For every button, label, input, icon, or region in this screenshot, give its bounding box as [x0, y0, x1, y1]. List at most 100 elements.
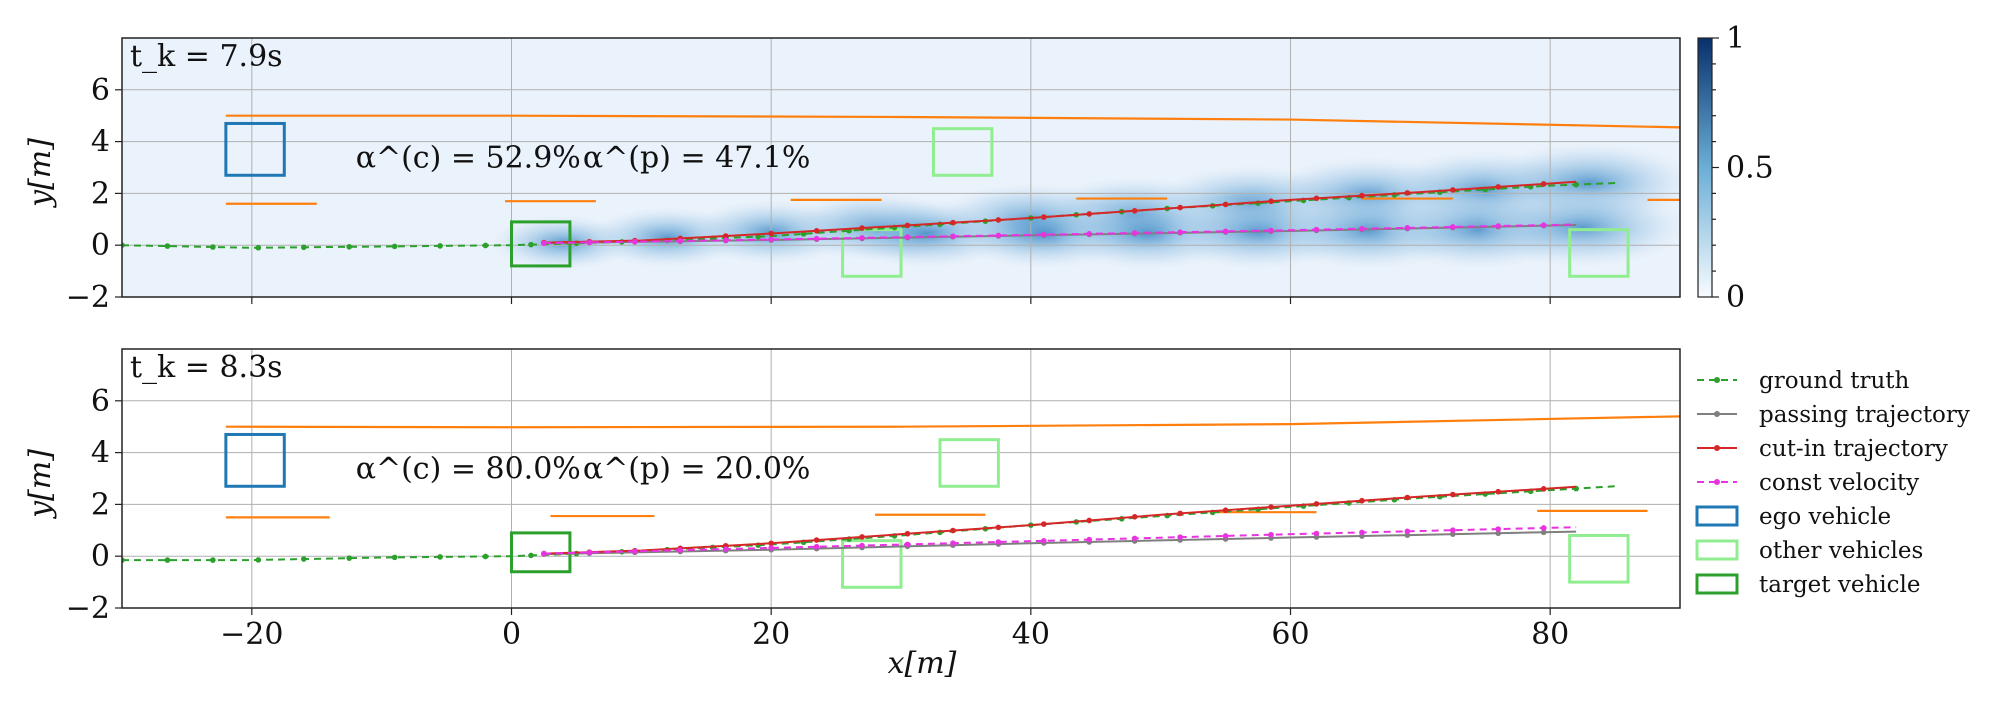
series-marker — [1359, 529, 1365, 536]
series-marker — [391, 243, 398, 250]
series-marker — [586, 549, 593, 556]
legend-item: cut-in trajectory — [1697, 436, 1948, 462]
series-marker — [1449, 531, 1456, 537]
colorbar-tick-label: 0.5 — [1726, 151, 1774, 186]
y-axis-label: y[m] — [23, 138, 58, 209]
ego-vehicle-box — [224, 432, 286, 488]
series-marker — [722, 233, 729, 239]
ego-vehicle-box — [224, 121, 286, 177]
series-marker — [1177, 204, 1183, 211]
plot-area — [122, 38, 1680, 297]
alpha-passing-label: α^(p) = 47.1% — [583, 141, 811, 176]
series-marker — [1404, 190, 1411, 196]
x-axis-label: x[m] — [888, 646, 957, 681]
y-tick-label: 4 — [91, 436, 110, 471]
x-tick-label: 60 — [1271, 617, 1309, 652]
series-marker — [1131, 514, 1138, 520]
series-marker — [1268, 504, 1274, 510]
legend: ground truth passing trajectory cut-in tra… — [1695, 368, 1970, 598]
other-vehicle-box — [841, 539, 903, 589]
series-marker — [768, 236, 774, 243]
x-tick-label: 80 — [1531, 617, 1569, 652]
x-axis-label-group: x[m] — [888, 646, 957, 681]
series-marker — [1540, 486, 1547, 492]
panel-top: −2 0 2 4 6 y[m] t_k = 7.9s α^(c) = 52.9% α^(p) =… — [23, 37, 1681, 315]
series-marker — [1449, 224, 1456, 230]
series-marker — [1359, 192, 1365, 199]
series-marker — [1404, 225, 1411, 231]
legend-label: target vehicle — [1759, 572, 1920, 598]
plot-frame — [121, 37, 1681, 298]
series-marker — [1495, 530, 1502, 537]
y-tick-label: 0 — [91, 228, 110, 263]
y-tick-label: 6 — [91, 384, 110, 419]
y-tick-label: 6 — [91, 73, 110, 108]
series-marker — [1573, 181, 1579, 188]
series-marker — [541, 550, 547, 557]
legend-label: ground truth — [1759, 368, 1910, 394]
x-tick-label: −20 — [220, 617, 283, 652]
alpha-cutin-label: α^(c) = 52.9% — [356, 141, 581, 176]
series-marker — [300, 244, 307, 251]
series-marker — [1313, 530, 1320, 537]
series-marker — [813, 228, 820, 234]
series-marker — [1222, 533, 1229, 539]
series-marker — [632, 548, 638, 555]
series-marker — [950, 219, 956, 226]
series-marker — [528, 552, 534, 559]
y-tick-label: 2 — [91, 176, 110, 211]
legend-swatch-marker — [1714, 411, 1720, 417]
series-marker — [813, 235, 820, 242]
series-marker — [859, 534, 865, 540]
legend-label: ego vehicle — [1759, 504, 1891, 530]
series-line-cut-in-trajectory — [543, 180, 1577, 244]
series-marker — [1313, 226, 1320, 233]
series-marker — [1495, 223, 1502, 229]
legend-label: passing trajectory — [1759, 402, 1970, 428]
y-axis-label: y[m] — [23, 449, 58, 520]
other-vehicle-box — [1568, 533, 1630, 584]
series-marker — [1268, 531, 1274, 538]
series-marker — [210, 244, 216, 250]
series-marker — [1268, 227, 1274, 234]
series-marker — [813, 543, 820, 550]
legend-swatch-marker — [1714, 377, 1720, 383]
colorbar-tick-label: 0 — [1726, 280, 1745, 315]
series-marker — [346, 555, 353, 561]
series-marker — [859, 225, 865, 231]
series-marker — [482, 242, 489, 249]
series-marker — [1449, 187, 1456, 193]
legend-label: cut-in trajectory — [1759, 436, 1948, 462]
series-marker — [1495, 184, 1502, 190]
series-marker — [1177, 229, 1183, 235]
series-line-ground-truth — [122, 182, 1616, 249]
series-marker — [768, 540, 774, 547]
series-marker — [1086, 536, 1093, 543]
series-marker — [346, 244, 353, 250]
y-tick-label: −2 — [66, 280, 110, 315]
alpha-cutin-label: α^(c) = 80.0% — [356, 452, 581, 487]
y-tick-label: 4 — [91, 125, 110, 160]
series-marker — [1041, 538, 1047, 544]
series-marker — [1222, 507, 1229, 514]
series-marker — [1086, 517, 1093, 524]
series-marker — [1313, 195, 1320, 202]
series-marker — [1495, 488, 1502, 495]
series-marker — [813, 537, 820, 543]
legend-swatch — [1695, 573, 1739, 595]
series-marker — [1222, 201, 1229, 208]
series-marker — [1449, 491, 1456, 498]
x-tick-label: 0 — [502, 617, 521, 652]
series-marker — [1177, 510, 1183, 517]
series-marker — [1540, 529, 1547, 536]
lane-upper-line — [225, 415, 1680, 429]
series-marker — [1449, 527, 1456, 534]
series-marker — [1404, 528, 1411, 535]
series-marker — [391, 554, 398, 561]
legend-swatch-marker — [1714, 445, 1720, 451]
series-marker — [904, 234, 911, 240]
series-marker — [722, 237, 729, 244]
series-marker — [995, 539, 1002, 545]
legend-swatch — [1695, 505, 1739, 527]
series-marker — [1540, 222, 1547, 228]
